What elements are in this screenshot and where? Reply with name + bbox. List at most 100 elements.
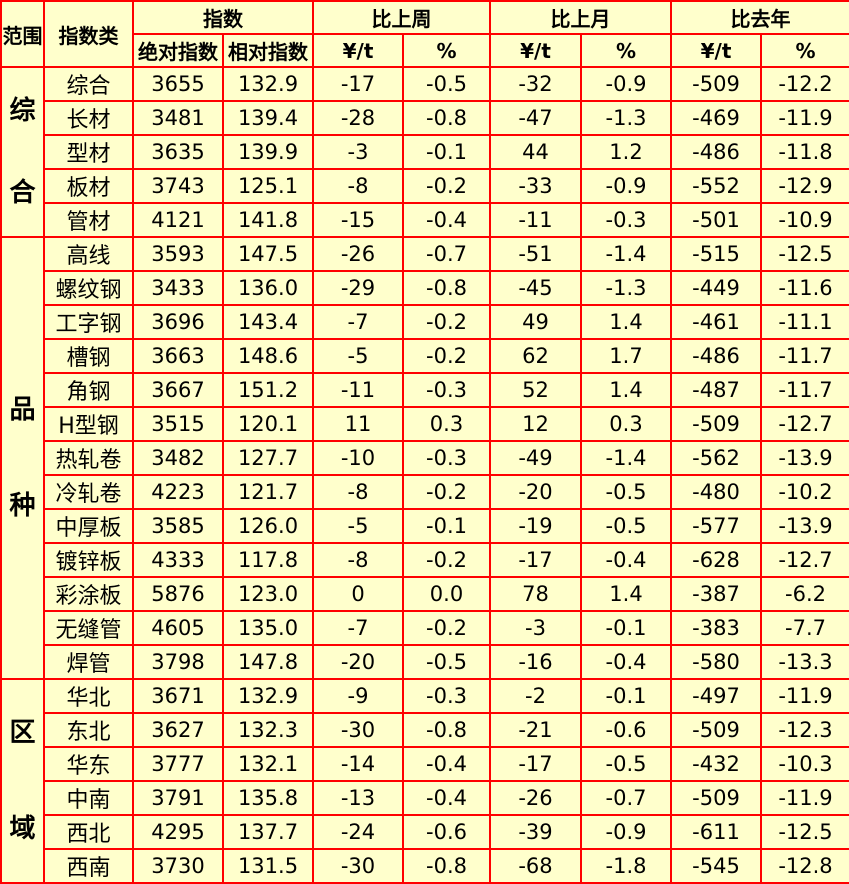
value-cell: 132.9 [222,678,314,714]
value-cell: -0.1 [402,508,491,544]
value-cell: -9 [312,678,404,714]
value-cell: -29 [312,270,404,306]
value-cell: -0.5 [580,474,672,510]
header-group-vs-last-month: 比上月 [489,0,672,35]
value-cell: -13 [312,780,404,816]
value-cell: 132.1 [222,746,314,782]
value-cell: -0.3 [402,678,491,714]
value-cell: -461 [670,304,762,340]
value-cell: 3777 [132,746,224,782]
value-cell: -0.2 [402,304,491,340]
table-row: 长材 3481 139.4 -28 -0.8 -47 -1.3 -469 -11.9 [1,100,849,136]
value-cell: 131.5 [222,848,314,884]
value-cell: -487 [670,372,762,408]
value-cell: -1.3 [580,270,672,306]
value-cell: -45 [489,270,582,306]
value-cell: -26 [312,236,404,272]
value-cell: 3798 [132,644,224,680]
value-cell: -0.4 [580,542,672,578]
value-cell: -0.7 [580,780,672,816]
value-cell: -8 [312,168,404,204]
value-cell: -7 [312,304,404,340]
value-cell: 132.9 [222,66,314,102]
value-cell: -509 [670,780,762,816]
value-cell: 123.0 [222,576,314,612]
table-row: H型钢 3515 120.1 11 0.3 12 0.3 -509 -12.7 [1,406,849,442]
value-cell: -0.7 [402,236,491,272]
header-week-yuan-per-ton: ¥/t [312,33,404,68]
value-cell: -0.2 [402,338,491,374]
value-cell: -387 [670,576,762,612]
value-cell: -501 [670,202,762,238]
value-cell: -10 [312,440,404,476]
value-cell: 3671 [132,678,224,714]
value-cell: -552 [670,168,762,204]
value-cell: 139.9 [222,134,314,170]
value-cell: -432 [670,746,762,782]
value-cell: -12.3 [760,712,849,748]
value-cell: -6.2 [760,576,849,612]
value-cell: -515 [670,236,762,272]
value-cell: 62 [489,338,582,374]
value-cell: -0.5 [580,746,672,782]
value-cell: -486 [670,338,762,374]
table-row: 品种高线 3593 147.5 -26 -0.7 -51 -1.4 -515 -12.5 [0,236,849,680]
table-row: 工字钢 3696 143.4 -7 -0.2 49 1.4 -461 -11.1 [1,304,849,340]
value-cell: 147.8 [222,644,314,680]
header-relative-index: 相对指数 [222,33,314,68]
value-cell: -11 [312,372,404,408]
header-year-yuan-per-ton: ¥/t [670,33,762,68]
table-row: 镀锌板 4333 117.8 -8 -0.2 -17 -0.4 -628 -12.7 [1,542,849,578]
value-cell: -8 [312,474,404,510]
value-cell: -51 [489,236,582,272]
row-label: 东北 [43,712,134,748]
value-cell: -49 [489,440,582,476]
value-cell: 44 [489,134,582,170]
header-scope: 范围 [0,0,45,68]
value-cell: 4223 [132,474,224,510]
row-label: 无缝管 [43,610,134,646]
table-header: 范围 指数类 指数 比上周 比上月 比去年 绝对指数 相对指数 ¥/t % ¥/… [0,0,849,68]
header-month-percent: % [580,33,672,68]
value-cell: -30 [312,712,404,748]
value-cell: 126.0 [222,508,314,544]
header-index-type: 指数类 [43,0,134,68]
value-cell: 78 [489,576,582,612]
value-cell: -1.4 [580,236,672,272]
value-cell: -0.1 [580,678,672,714]
scope-group-label: 区域 [9,718,36,844]
value-cell: -0.9 [580,66,672,102]
value-cell: 148.6 [222,338,314,374]
value-cell: -3 [489,610,582,646]
value-cell: -11 [489,202,582,238]
value-cell: 49 [489,304,582,340]
table-row: 东北 3627 132.3 -30 -0.8 -21 -0.6 -509 -12.3 [1,712,849,748]
value-cell: -47 [489,100,582,136]
table-row: 中南 3791 135.8 -13 -0.4 -26 -0.7 -509 -11.9 [1,780,849,816]
value-cell: 5876 [132,576,224,612]
value-cell: -0.4 [402,746,491,782]
value-cell: -10.9 [760,202,849,238]
value-cell: 3593 [132,236,224,272]
value-cell: -0.2 [402,474,491,510]
value-cell: -562 [670,440,762,476]
value-cell: -8 [312,542,404,578]
value-cell: 52 [489,372,582,408]
value-cell: -509 [670,712,762,748]
table-row: 彩涂板 5876 123.0 0 0.0 78 1.4 -387 -6.2 [1,576,849,612]
row-label: 型材 [43,134,134,170]
row-label: 彩涂板 [43,576,134,612]
row-label: 华东 [43,746,134,782]
value-cell: -10.3 [760,746,849,782]
value-cell: -26 [489,780,582,816]
table-row: 热轧卷 3482 127.7 -10 -0.3 -49 -1.4 -562 -13.9 [1,440,849,476]
value-cell: -39 [489,814,582,850]
value-cell: -0.2 [402,168,491,204]
header-year-percent: % [760,33,849,68]
value-cell: -0.4 [402,202,491,238]
value-cell: 4605 [132,610,224,646]
value-cell: -11.6 [760,270,849,306]
value-cell: -0.3 [402,440,491,476]
value-cell: -28 [312,100,404,136]
row-label: 西北 [43,814,134,850]
